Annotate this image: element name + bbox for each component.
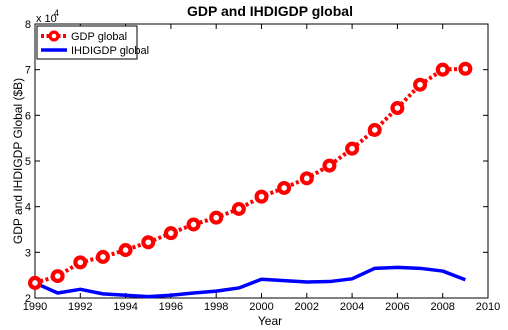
legend-label-ihdigdp-global: IHDIGDP global: [71, 45, 149, 57]
data-point-center: [77, 259, 84, 266]
data-point-center: [145, 239, 152, 246]
y-tick-label: 4: [25, 202, 31, 214]
x-tick-label: 1996: [159, 301, 183, 313]
plot-frame: [34, 23, 489, 299]
series-line-ihdigdp-global: [34, 265, 466, 299]
data-point-center: [462, 65, 469, 72]
x-tick-label: 1990: [23, 301, 47, 313]
x-axis-label: Year: [258, 314, 282, 328]
data-point-center: [326, 162, 333, 169]
x-tick-label: 2002: [295, 301, 319, 313]
data-point-center: [168, 230, 174, 236]
x-tick-label: 2010: [476, 301, 500, 313]
plot-area: 1990 1992 1994 1996 1998 2000 2002 2004 2006 2008…: [23, 19, 500, 313]
data-point-center: [258, 193, 265, 200]
data-point-center: [236, 206, 242, 212]
data-point-center: [190, 221, 197, 228]
data-point-center: [213, 214, 219, 221]
x-tick-label: 1992: [68, 301, 92, 313]
data-point-center: [439, 66, 446, 73]
x-tick-label: 2000: [249, 301, 273, 313]
data-point-center: [371, 127, 378, 133]
legend-label-gdp-global: GDP global: [71, 31, 127, 43]
x-tick-label: 2008: [430, 301, 454, 313]
data-point-center: [100, 254, 106, 260]
y-tick-label: 2: [25, 293, 31, 305]
legend: GDP global IHDIGDP global: [36, 25, 149, 60]
data-point-center: [304, 175, 310, 182]
y-tick-label: 6: [25, 110, 31, 122]
chart-title: GDP and IHDIGDP global: [187, 3, 353, 19]
x-tick-label: 2004: [340, 301, 364, 313]
y-axis-label: GDP and IHDIGDP Global ($B): [11, 78, 25, 244]
y-tick-label: 8: [25, 19, 31, 31]
legend-marker-center: [51, 33, 57, 39]
y-exponent-power: 4: [54, 8, 59, 18]
y-tick-label: 5: [25, 156, 31, 168]
data-point-center: [417, 81, 423, 88]
y-tick-label: 3: [25, 247, 31, 259]
data-point-center: [54, 273, 61, 279]
x-tick-label: 2006: [385, 301, 409, 313]
y-tick-label: 7: [25, 65, 31, 77]
data-point-center: [281, 185, 287, 191]
x-tick-label: 1998: [204, 301, 228, 313]
x-tick-label: 1994: [113, 301, 137, 313]
data-point-center: [394, 105, 401, 111]
data-point-center: [32, 280, 38, 286]
data-point-center: [122, 247, 129, 253]
data-point-center: [349, 145, 355, 152]
y-exponent-base: x 10: [36, 13, 57, 25]
